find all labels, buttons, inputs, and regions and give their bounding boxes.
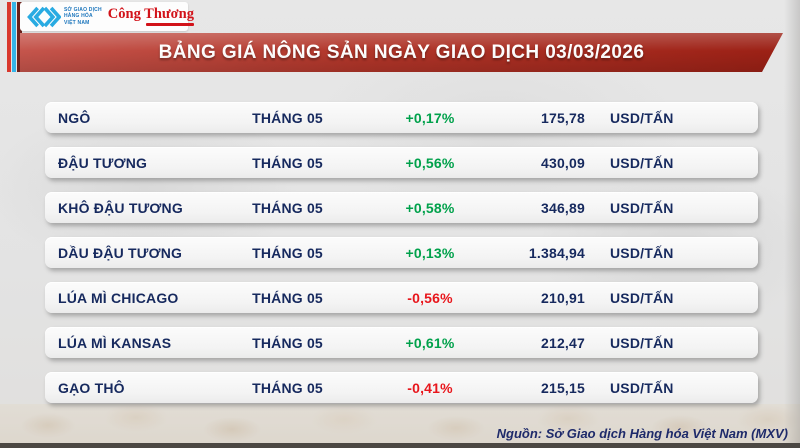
price-value: 1.384,94	[528, 244, 585, 261]
contract-month: THÁNG 05	[252, 154, 323, 171]
commodity-name: GẠO THÔ	[58, 379, 125, 396]
price-unit: USD/TẤN	[610, 244, 674, 261]
commodity-name: LÚA MÌ CHICAGO	[58, 289, 179, 306]
mxv-line-2: HÀNG HÓA	[64, 13, 93, 20]
table-row: GẠO THÔ THÁNG 05 -0,41% 215,15 USD/TẤN	[45, 372, 758, 403]
commodity-name: LÚA MÌ KANSAS	[58, 334, 172, 351]
price-value: 430,09	[540, 154, 585, 171]
contract-month: THÁNG 05	[252, 109, 323, 126]
mxv-line-3: VIỆT NAM	[64, 19, 90, 26]
right-edge-shade	[784, 0, 800, 448]
commodity-name: ĐẬU TƯƠNG	[58, 154, 148, 171]
price-unit: USD/TẤN	[610, 199, 674, 216]
contract-month: THÁNG 05	[252, 379, 323, 396]
bottom-edge-bar	[0, 443, 800, 448]
commodity-name: KHÔ ĐẬU TƯƠNG	[58, 199, 183, 216]
commodity-name: DẦU ĐẬU TƯƠNG	[58, 244, 183, 261]
change-percent: +0,17%	[405, 109, 455, 126]
price-unit: USD/TẤN	[610, 334, 674, 351]
price-value: 175,78	[540, 109, 585, 126]
mxv-line-1: SỞ GIAO DỊCH	[64, 7, 102, 14]
congthuong-logo: Công Thương	[108, 7, 194, 26]
change-percent: +0,13%	[405, 244, 455, 261]
congthuong-tagline-bar	[145, 22, 194, 26]
mxv-logo-text: SỞ GIAO DỊCH HÀNG HÓA VIỆT NAM	[64, 7, 102, 26]
change-percent: +0,56%	[405, 154, 455, 171]
logo-plate: SỞ GIAO DỊCH HÀNG HÓA VIỆT NAM Công Thươ…	[20, 2, 194, 31]
contract-month: THÁNG 05	[252, 334, 323, 351]
change-percent: +0,61%	[405, 334, 455, 351]
commodity-name: NGÔ	[58, 109, 91, 126]
change-percent: -0,41%	[407, 379, 453, 396]
title-banner: BẢNG GIÁ NÔNG SẢN NGÀY GIAO DỊCH 03/03/2…	[20, 33, 783, 72]
table-row: LÚA MÌ KANSAS THÁNG 05 +0,61% 212,47 USD…	[45, 327, 758, 358]
table-row: NGÔ THÁNG 05 +0,17% 175,78 USD/TẤN	[45, 102, 758, 133]
price-value: 210,91	[540, 289, 585, 306]
price-unit: USD/TẤN	[610, 289, 674, 306]
price-unit: USD/TẤN	[610, 109, 674, 126]
price-value: 215,15	[540, 379, 585, 396]
change-percent: +0,58%	[405, 199, 455, 216]
price-value: 212,47	[540, 334, 585, 351]
contract-month: THÁNG 05	[252, 289, 323, 306]
congthuong-logo-text: Công Thương	[107, 6, 194, 23]
stripe-maroon	[17, 2, 22, 72]
left-accent-stripes	[7, 2, 22, 72]
grain-photo-strip	[0, 404, 800, 443]
table-row: ĐẬU TƯƠNG THÁNG 05 +0,56% 430,09 USD/TẤN	[45, 147, 758, 178]
price-table: NGÔ THÁNG 05 +0,17% 175,78 USD/TẤN ĐẬU T…	[45, 102, 758, 417]
table-row: LÚA MÌ CHICAGO THÁNG 05 -0,56% 210,91 US…	[45, 282, 758, 313]
price-unit: USD/TẤN	[610, 154, 674, 171]
stripe-red	[7, 2, 11, 72]
price-value: 346,89	[540, 199, 585, 216]
table-row: DẦU ĐẬU TƯƠNG THÁNG 05 +0,13% 1.384,94 U…	[45, 237, 758, 268]
contract-month: THÁNG 05	[252, 244, 323, 261]
price-unit: USD/TẤN	[610, 379, 674, 396]
stripe-blue	[12, 2, 16, 72]
page-title: BẢNG GIÁ NÔNG SẢN NGÀY GIAO DỊCH 03/03/2…	[158, 41, 645, 63]
contract-month: THÁNG 05	[252, 199, 323, 216]
table-row: KHÔ ĐẬU TƯƠNG THÁNG 05 +0,58% 346,89 USD…	[45, 192, 758, 223]
mxv-logo-icon	[27, 6, 61, 27]
source-note: Nguồn: Sở Giao dịch Hàng hóa Việt Nam (M…	[496, 426, 788, 441]
change-percent: -0,56%	[407, 289, 453, 306]
